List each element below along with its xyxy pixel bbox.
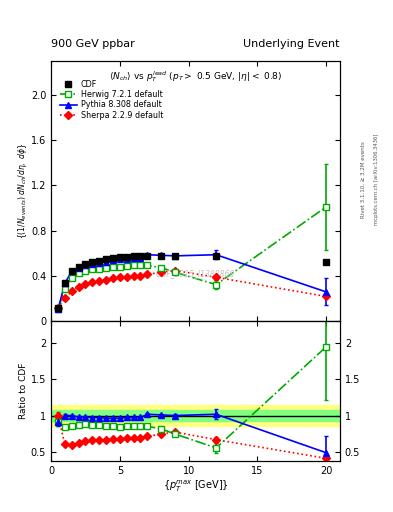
Bar [51, 404, 340, 426]
Text: 900 GeV ppbar: 900 GeV ppbar [51, 38, 135, 49]
Text: $\langle N_{ch}\rangle$ vs $p_T^{lead}$ ($p_T >$ 0.5 GeV, $|\eta| <$ 0.8): $\langle N_{ch}\rangle$ vs $p_T^{lead}$ … [109, 69, 282, 84]
Bar [51, 411, 340, 421]
Text: CDF_2015_I1388868: CDF_2015_I1388868 [156, 269, 235, 279]
Legend: CDF, Herwig 7.2.1 default, Pythia 8.308 default, Sherpa 2.2.9 default: CDF, Herwig 7.2.1 default, Pythia 8.308 … [58, 78, 165, 121]
Text: mcplots.cern.ch [arXiv:1306.3436]: mcplots.cern.ch [arXiv:1306.3436] [374, 134, 379, 225]
Text: Rivet 3.1.10, ≥ 3.2M events: Rivet 3.1.10, ≥ 3.2M events [361, 141, 366, 218]
X-axis label: $\{p_T^{max}$ [GeV]$\}$: $\{p_T^{max}$ [GeV]$\}$ [163, 478, 228, 494]
Y-axis label: Ratio to CDF: Ratio to CDF [19, 362, 28, 419]
Y-axis label: $\{(1/N_{events})\ dN_{ch}/d\eta,\ d\phi\}$: $\{(1/N_{events})\ dN_{ch}/d\eta,\ d\phi… [17, 143, 29, 239]
Text: Underlying Event: Underlying Event [243, 38, 340, 49]
